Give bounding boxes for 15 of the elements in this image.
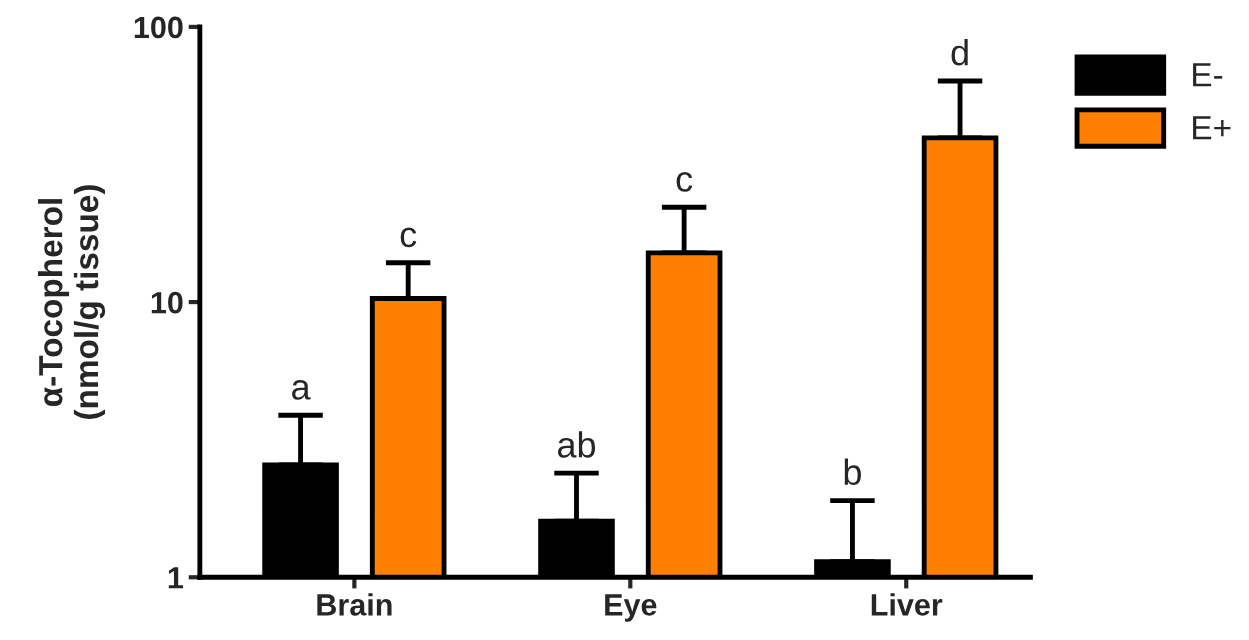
data-label: a bbox=[292, 379, 311, 400]
data-label: c bbox=[676, 172, 693, 192]
legend-label: E- bbox=[1193, 63, 1223, 87]
data-label: d bbox=[951, 38, 968, 66]
x-tick-label: Brain bbox=[317, 593, 392, 616]
x-tick-label: Liver bbox=[871, 593, 943, 616]
x-tick-label: Eye bbox=[605, 594, 657, 622]
y-tick-label: 100 bbox=[134, 16, 183, 39]
data-label: c bbox=[400, 227, 417, 248]
y-axis-title: α-Tocopherol (nmol/g tissue) bbox=[37, 185, 106, 419]
legend-label: E+ bbox=[1193, 116, 1231, 140]
y-tick-label: 10 bbox=[151, 291, 183, 314]
y-tick-label: 1 bbox=[168, 567, 184, 589]
data-label: b bbox=[844, 458, 861, 486]
data-label: ab bbox=[557, 431, 596, 458]
